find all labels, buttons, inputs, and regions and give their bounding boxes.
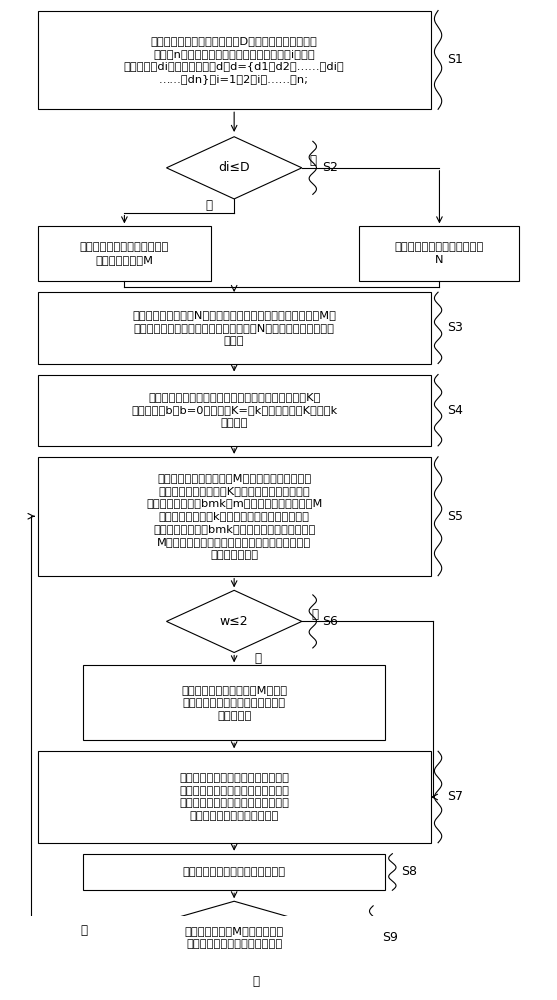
Text: 否: 否 <box>311 608 318 621</box>
Text: 待分配信道集合M中的所有未分
配无线接入点是否均已分配信道: 待分配信道集合M中的所有未分 配无线接入点是否均已分配信道 <box>184 926 284 949</box>
Text: S9: S9 <box>382 931 398 944</box>
Text: 更新信道匹配列表及未匹配列表；: 更新信道匹配列表及未匹配列表； <box>183 867 286 877</box>
Ellipse shape <box>184 987 285 1000</box>
Text: 对于已匹配无线接入点的信道匹配列
表中的每一个信道，选择每一个信道
上能效最大的两个无线接入点，作为
每一个信道的匹配无线接入点: 对于已匹配无线接入点的信道匹配列 表中的每一个信道，选择每一个信道 上能效最大的… <box>179 773 289 821</box>
Text: S5: S5 <box>447 510 463 523</box>
Text: S2: S2 <box>322 161 338 174</box>
Text: S6: S6 <box>322 615 338 628</box>
Text: 最终确定待分配信道集合M中的每
一个无线接入点分配的信道匹配列
表中的信道: 最终确定待分配信道集合M中的每 一个无线接入点分配的信道匹配列 表中的信道 <box>181 685 287 721</box>
Bar <box>83 854 385 890</box>
Text: 分别计算待组网集合N中每一个无线接入点与待分配信道集合M中
所有无线接入点的距离，确定待组网集合N中每一个无线接入点的
中继点: 分别计算待组网集合N中每一个无线接入点与待分配信道集合M中 所有无线接入点的距离… <box>132 310 336 346</box>
Text: 否: 否 <box>81 924 87 937</box>
Text: 将满足标准的无线接入点归入
待分配信道集合M: 将满足标准的无线接入点归入 待分配信道集合M <box>80 242 169 265</box>
Text: 将无线接入点归入待组网集合
N: 将无线接入点归入待组网集合 N <box>395 242 484 265</box>
Bar <box>37 11 431 109</box>
Text: 设中心节点的最大通信距离为D，分别记录变电站无线
网络中n个无线接入点中任意一个无线接入点i与中心
节点的距离di，组成距离集合d，d={d1，d2，……，di: 设中心节点的最大通信距离为D，分别记录变电站无线 网络中n个无线接入点中任意一个… <box>124 36 345 84</box>
Bar <box>37 457 431 576</box>
Polygon shape <box>167 137 302 199</box>
Bar <box>37 375 431 446</box>
Text: 否: 否 <box>309 154 316 167</box>
Bar <box>37 226 211 281</box>
Bar <box>83 665 385 740</box>
Bar <box>37 292 431 364</box>
Polygon shape <box>106 901 362 974</box>
Text: di≤D: di≤D <box>218 161 250 174</box>
Text: 设定并初始化信道匹配列表、未匹配列表、信道集合K及
信道匹配值b，b=0，其中，K=，k表示信道集合K中信道k
的标号；: 设定并初始化信道匹配列表、未匹配列表、信道集合K及 信道匹配值b，b=0，其中，… <box>131 392 338 428</box>
Bar <box>37 751 431 843</box>
Text: S7: S7 <box>447 790 463 803</box>
Text: 是: 是 <box>254 652 261 665</box>
Text: 遍历求解待分配信道集合M中每一个未分配信道的
无线接入点在信道集合K中每一个信道上功率增益
对应的信道匹配值bmk，m表示的待分配信道集合M
中假设分配至信道k: 遍历求解待分配信道集合M中每一个未分配信道的 无线接入点在信道集合K中每一个信道… <box>146 473 323 560</box>
Text: w≤2: w≤2 <box>220 615 248 628</box>
Text: S8: S8 <box>402 865 418 878</box>
Text: 是: 是 <box>205 199 212 212</box>
Bar <box>359 226 520 281</box>
Text: S1: S1 <box>447 53 463 66</box>
Text: S3: S3 <box>447 321 463 334</box>
Text: S4: S4 <box>447 404 463 417</box>
Polygon shape <box>167 590 302 653</box>
Text: 是: 是 <box>252 975 260 988</box>
